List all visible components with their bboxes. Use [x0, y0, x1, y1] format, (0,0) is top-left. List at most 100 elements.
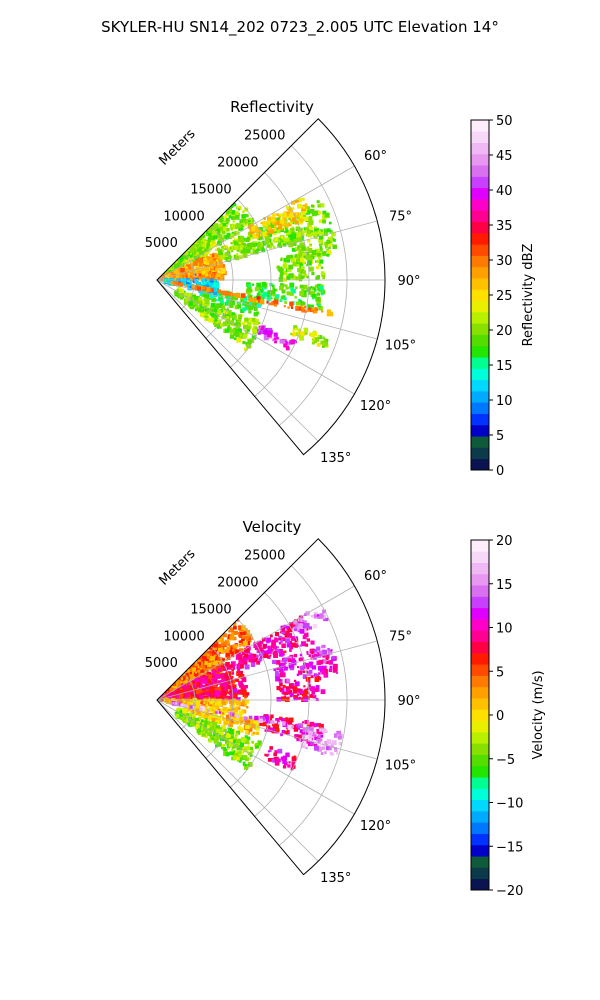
reflectivity-colorbar-swatch	[471, 131, 489, 143]
reflectivity-r-tick-label: 20000	[217, 156, 258, 171]
reflectivity-colorbar-tick-label: 20	[496, 324, 513, 339]
reflectivity-echo-region	[247, 197, 309, 239]
velocity-colorbar-swatch	[471, 641, 489, 654]
velocity-colorbar-swatch	[471, 743, 489, 755]
reflectivity-colorbar-swatch	[471, 402, 489, 414]
velocity-colorbar-swatch	[471, 652, 489, 665]
velocity-colorbar-swatch	[471, 630, 489, 643]
velocity-colorbar-swatch	[471, 720, 489, 733]
velocity-colorbar-swatch	[471, 585, 489, 597]
reflectivity-echo-region	[257, 325, 297, 351]
reflectivity-colorbar-swatch	[471, 368, 489, 381]
reflectivity-colorbar-swatch	[471, 165, 489, 177]
velocity-colorbar-swatch	[471, 619, 489, 631]
reflectivity-echo-region	[174, 287, 261, 352]
reflectivity-grid-arc	[181, 252, 196, 310]
reflectivity-colorbar-tick-label: 0	[496, 464, 504, 479]
reflectivity-colorbar-swatch	[471, 120, 489, 132]
velocity-colorbar-swatch	[471, 765, 489, 778]
velocity-colorbar-swatch	[471, 551, 489, 563]
reflectivity-echo-region	[290, 325, 329, 348]
velocity-theta-tick-label: 75°	[389, 629, 412, 644]
reflectivity-r-tick-label: 15000	[190, 182, 231, 197]
reflectivity-colorbar-swatch	[471, 424, 489, 437]
velocity-grid-arc	[181, 672, 196, 730]
velocity-r-tick-label: 5000	[145, 656, 178, 671]
reflectivity-echo-region	[285, 227, 337, 262]
velocity-colorbar: −20 −15 −10 −5 0 5 10 15 20	[470, 534, 523, 899]
velocity-colorbar-tick-label: 5	[496, 665, 504, 680]
reflectivity-r-tick-label: 25000	[244, 129, 285, 144]
reflectivity-colorbar-swatch	[471, 153, 489, 166]
reflectivity-colorbar-swatch	[471, 345, 489, 358]
velocity-colorbar-swatch	[471, 686, 489, 699]
reflectivity-colorbar-swatch	[471, 221, 489, 234]
velocity-grid-spoke	[156, 585, 355, 701]
reflectivity-grid-spoke	[156, 165, 355, 281]
velocity-r-tick-label: 20000	[217, 576, 258, 591]
reflectivity-colorbar-swatch	[471, 278, 489, 290]
reflectivity-echo-layer	[158, 197, 337, 352]
reflectivity-grid-spoke	[156, 279, 355, 395]
velocity-theta-tick-label: 135°	[320, 871, 351, 886]
velocity-colorbar-swatch	[471, 596, 489, 609]
velocity-colorbar-swatch	[471, 675, 489, 688]
reflectivity-colorbar-swatch	[471, 232, 489, 245]
reflectivity-colorbar-tick-label: 15	[496, 359, 513, 374]
reflectivity-colorbar-tick-label: 50	[496, 114, 513, 129]
reflectivity-panel: Reflectivity Meters Reflectivity dBZ 500…	[145, 98, 536, 479]
velocity-colorbar-swatch	[471, 664, 489, 676]
velocity-colorbar-swatch	[471, 573, 489, 586]
velocity-colorbar-tick-label: 10	[496, 622, 513, 637]
velocity-sector-frame	[156, 538, 386, 876]
velocity-colorbar-swatch	[471, 810, 489, 823]
reflectivity-colorbar-swatch	[471, 244, 489, 256]
velocity-colorbar-swatch	[471, 833, 489, 846]
reflectivity-grid-spoke	[156, 220, 378, 281]
reflectivity-colorbar-swatch	[471, 210, 489, 223]
velocity-radial-label: Meters	[157, 546, 199, 588]
velocity-colorbar-swatch	[471, 540, 489, 552]
reflectivity-colorbar-swatch	[471, 199, 489, 211]
reflectivity-colorbar-tick-label: 10	[496, 394, 513, 409]
reflectivity-colorbar: 0 5 10 15 20 25 30 35 40 45 50	[470, 114, 513, 479]
reflectivity-colorbar-swatch	[471, 255, 489, 268]
velocity-grid-arc	[205, 645, 234, 759]
reflectivity-colorbar-tick-label: 35	[496, 219, 513, 234]
reflectivity-colorbar-tick-label: 5	[496, 429, 504, 444]
reflectivity-colorbar-swatch	[471, 413, 489, 426]
reflectivity-title: Reflectivity	[230, 98, 314, 116]
velocity-colorbar-tick-label: 0	[496, 709, 504, 724]
reflectivity-colorbar-tick-label: 40	[496, 184, 513, 199]
reflectivity-grid	[156, 145, 385, 442]
reflectivity-grid-arc	[254, 172, 310, 397]
reflectivity-radial-label: Meters	[157, 126, 199, 168]
reflectivity-colorbar-swatch	[471, 379, 489, 392]
velocity-colorbar-tick-label: −20	[496, 884, 523, 899]
reflectivity-theta-tick-label: 75°	[389, 209, 412, 224]
velocity-grid-spoke	[156, 640, 378, 701]
velocity-theta-tick-label: 60°	[364, 569, 387, 584]
reflectivity-sector-frame	[156, 118, 386, 456]
reflectivity-colorbar-swatch	[471, 289, 489, 302]
velocity-colorbar-swatch	[471, 844, 489, 857]
velocity-echo-region	[264, 746, 297, 771]
velocity-colorbar-swatch	[471, 788, 489, 801]
reflectivity-theta-tick-label: 135°	[320, 451, 351, 466]
velocity-colorbar-swatch	[471, 698, 489, 710]
velocity-echo-region	[293, 609, 329, 634]
velocity-grid-arc	[254, 592, 310, 817]
velocity-echo-region	[171, 701, 322, 734]
velocity-colorbar-tick-label: −15	[496, 840, 523, 855]
velocity-theta-tick-label: 120°	[360, 819, 391, 834]
reflectivity-colorbar-swatch	[471, 300, 489, 313]
reflectivity-colorbar-tick-label: 25	[496, 289, 513, 304]
velocity-panel: Velocity Meters Velocity (m/s) 5000 10000…	[145, 518, 546, 899]
reflectivity-colorbar-swatch	[471, 357, 489, 369]
velocity-colorbar-swatch	[471, 709, 489, 722]
velocity-colorbar-tick-label: −5	[496, 753, 515, 768]
velocity-grid-spoke	[156, 699, 319, 862]
velocity-colorbar-swatch	[471, 878, 489, 891]
reflectivity-colorbar-swatch	[471, 311, 489, 324]
